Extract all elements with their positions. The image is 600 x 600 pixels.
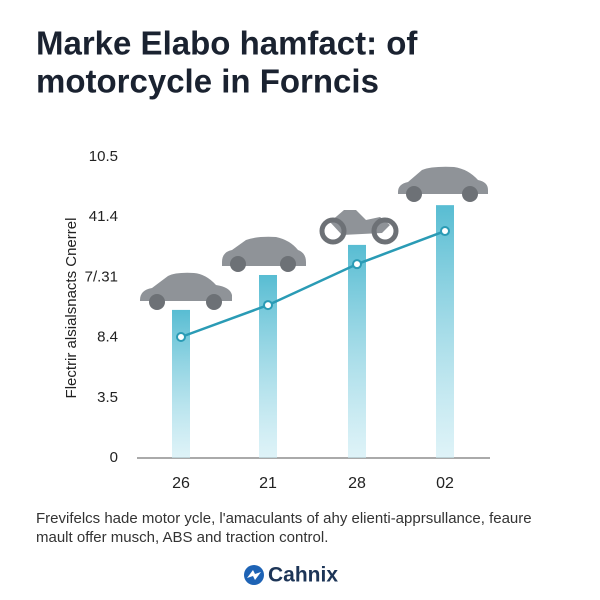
chart-title: motorcycle in Forncis [36, 63, 379, 100]
y-tick-label: 8.4 [97, 329, 118, 346]
chart-title: Marke Elabo hamfact: of [36, 25, 418, 62]
x-tick-label: 02 [436, 475, 454, 492]
x-tick-label: 26 [172, 475, 190, 492]
y-axis-label: Flectrir alsialsnacts Cnerrel [63, 218, 80, 399]
vehicle-icons [140, 166, 488, 310]
logo-text: Cahnix [268, 564, 338, 587]
line-point [352, 259, 362, 270]
bar [436, 205, 454, 458]
line-point [440, 226, 450, 237]
x-tick-label: 21 [259, 475, 277, 492]
y-tick-label: 0 [110, 449, 118, 466]
y-tick-label: 41.4 [89, 208, 118, 225]
bar [259, 274, 277, 458]
logo-icon [244, 565, 264, 585]
line [180, 229, 446, 339]
bar [348, 244, 366, 458]
footnote: mault offer musch, ABS and traction cont… [36, 529, 328, 546]
bar [172, 309, 190, 458]
y-tick-label: 3.5 [97, 389, 118, 406]
x-tick-label: 28 [348, 475, 366, 492]
footnote: Frevifelcs hade motor ycle, l'amaculants… [36, 510, 532, 527]
line-point [263, 300, 273, 311]
line-point [176, 331, 186, 342]
y-tick-label: 10.5 [89, 148, 118, 165]
y-tick-label: 7/.31 [85, 268, 118, 285]
